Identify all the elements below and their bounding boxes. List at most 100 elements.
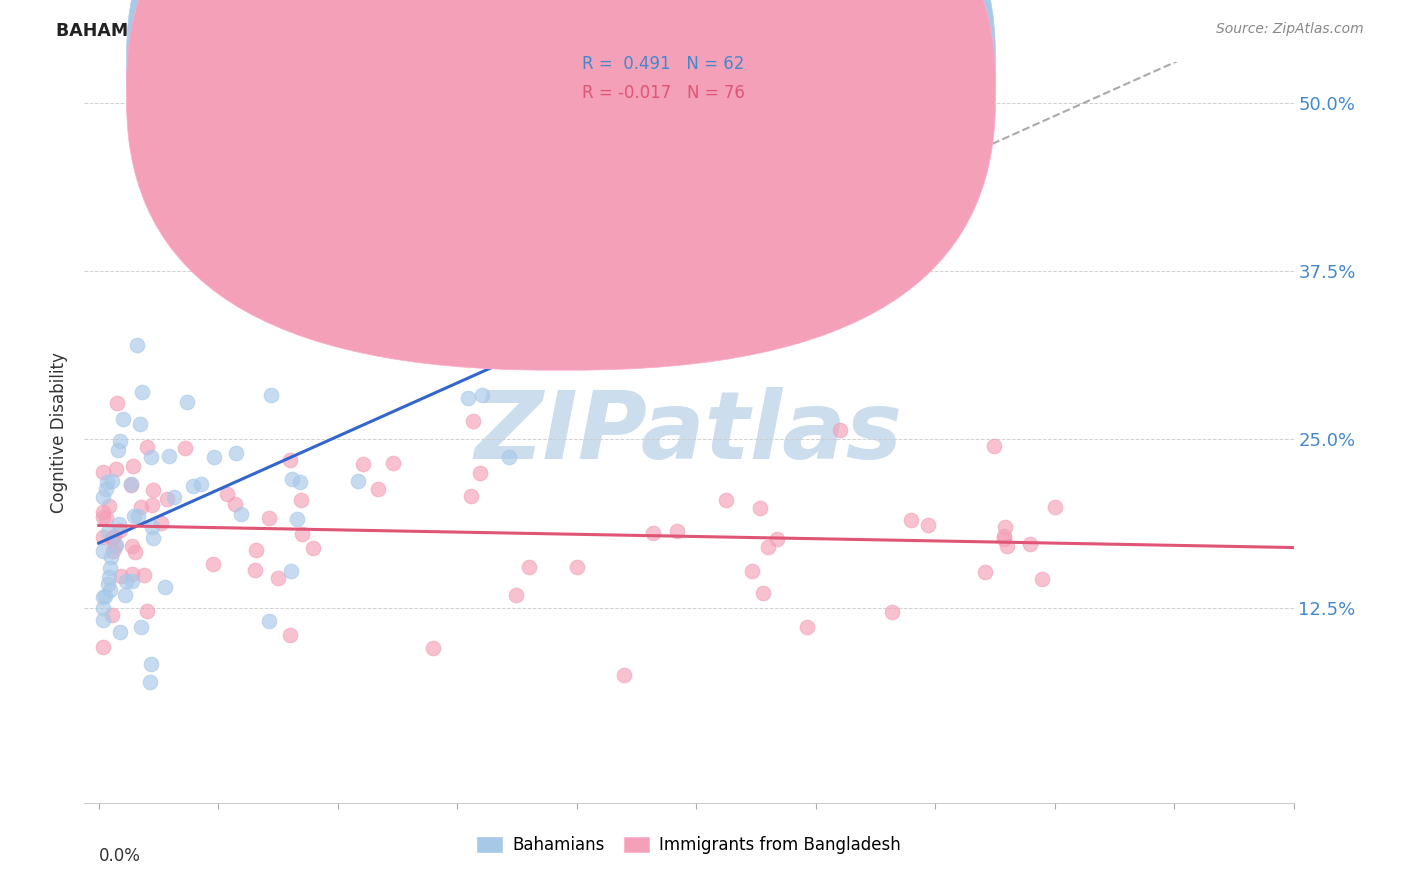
Point	[290, 526, 312, 541]
Point	[132, 568, 155, 582]
Point	[110, 569, 132, 583]
Point	[163, 490, 186, 504]
Point	[215, 486, 238, 500]
Point	[613, 668, 636, 682]
Point	[243, 563, 266, 577]
Text: R = -0.017   N = 76: R = -0.017 N = 76	[582, 84, 745, 102]
Point	[461, 414, 484, 428]
Point	[141, 450, 163, 465]
Point	[225, 446, 247, 460]
Point	[122, 458, 145, 473]
Point	[714, 493, 737, 508]
Point	[668, 290, 690, 304]
Point	[139, 657, 162, 672]
Point	[280, 564, 302, 578]
Point	[121, 574, 143, 588]
Point	[666, 524, 689, 539]
Point	[125, 338, 148, 352]
Point	[766, 532, 789, 546]
Point	[917, 518, 939, 533]
Point	[121, 567, 143, 582]
Point	[347, 474, 370, 488]
Point	[103, 528, 125, 542]
Point	[183, 479, 205, 493]
Point	[517, 560, 540, 574]
Point	[974, 565, 997, 579]
Point	[993, 529, 1015, 543]
Point	[382, 456, 405, 470]
Point	[153, 580, 176, 594]
Point	[752, 586, 775, 600]
Text: R =  0.491   N = 62: R = 0.491 N = 62	[582, 55, 744, 73]
Point	[96, 511, 118, 525]
Point	[139, 674, 162, 689]
Point	[229, 507, 252, 521]
Point	[101, 543, 124, 558]
Point	[93, 510, 115, 524]
Point	[531, 257, 554, 271]
Point	[100, 549, 122, 564]
Point	[641, 525, 664, 540]
Point	[111, 412, 134, 426]
Point	[830, 423, 852, 437]
Point	[471, 388, 494, 402]
Point	[141, 498, 163, 512]
Point	[122, 509, 145, 524]
Point	[101, 531, 124, 545]
Point	[470, 467, 492, 481]
Point	[278, 452, 301, 467]
Point	[121, 540, 143, 554]
Point	[288, 475, 311, 489]
Point	[796, 620, 818, 634]
Point	[202, 450, 225, 464]
Point	[96, 475, 118, 489]
Point	[131, 500, 153, 514]
Point	[565, 560, 588, 574]
Point	[131, 385, 153, 400]
Legend: Bahamians, Immigrants from Bangladesh: Bahamians, Immigrants from Bangladesh	[470, 830, 908, 861]
Point	[100, 607, 122, 622]
Point	[880, 605, 903, 619]
Point	[110, 523, 132, 537]
Point	[994, 520, 1017, 534]
Point	[98, 561, 121, 575]
Point	[93, 589, 115, 603]
Point	[104, 461, 127, 475]
Point	[290, 493, 312, 508]
Point	[141, 520, 163, 534]
Text: 0.0%: 0.0%	[98, 847, 141, 865]
Point	[281, 472, 304, 486]
Point	[995, 539, 1018, 553]
Point	[104, 539, 127, 553]
Point	[993, 532, 1015, 546]
Point	[302, 541, 325, 556]
Point	[207, 183, 229, 197]
Point	[142, 483, 165, 497]
Point	[97, 499, 120, 513]
Point	[457, 391, 479, 405]
Point	[97, 577, 120, 591]
Point	[104, 538, 127, 552]
Point	[114, 588, 136, 602]
Point	[278, 627, 301, 641]
Point	[245, 542, 267, 557]
Point	[127, 509, 149, 524]
Point	[101, 475, 124, 489]
Point	[97, 524, 120, 539]
Point	[505, 588, 527, 602]
Point	[135, 604, 157, 618]
Point	[983, 439, 1005, 453]
Point	[142, 531, 165, 545]
Point	[498, 450, 520, 465]
Point	[96, 482, 118, 496]
Point	[107, 516, 129, 531]
Point	[654, 284, 676, 298]
Point	[108, 434, 131, 448]
Point	[693, 225, 716, 239]
Point	[176, 395, 198, 409]
Point	[108, 624, 131, 639]
Point	[156, 492, 179, 507]
Point	[900, 513, 922, 527]
Point	[591, 279, 613, 293]
Point	[352, 457, 374, 471]
